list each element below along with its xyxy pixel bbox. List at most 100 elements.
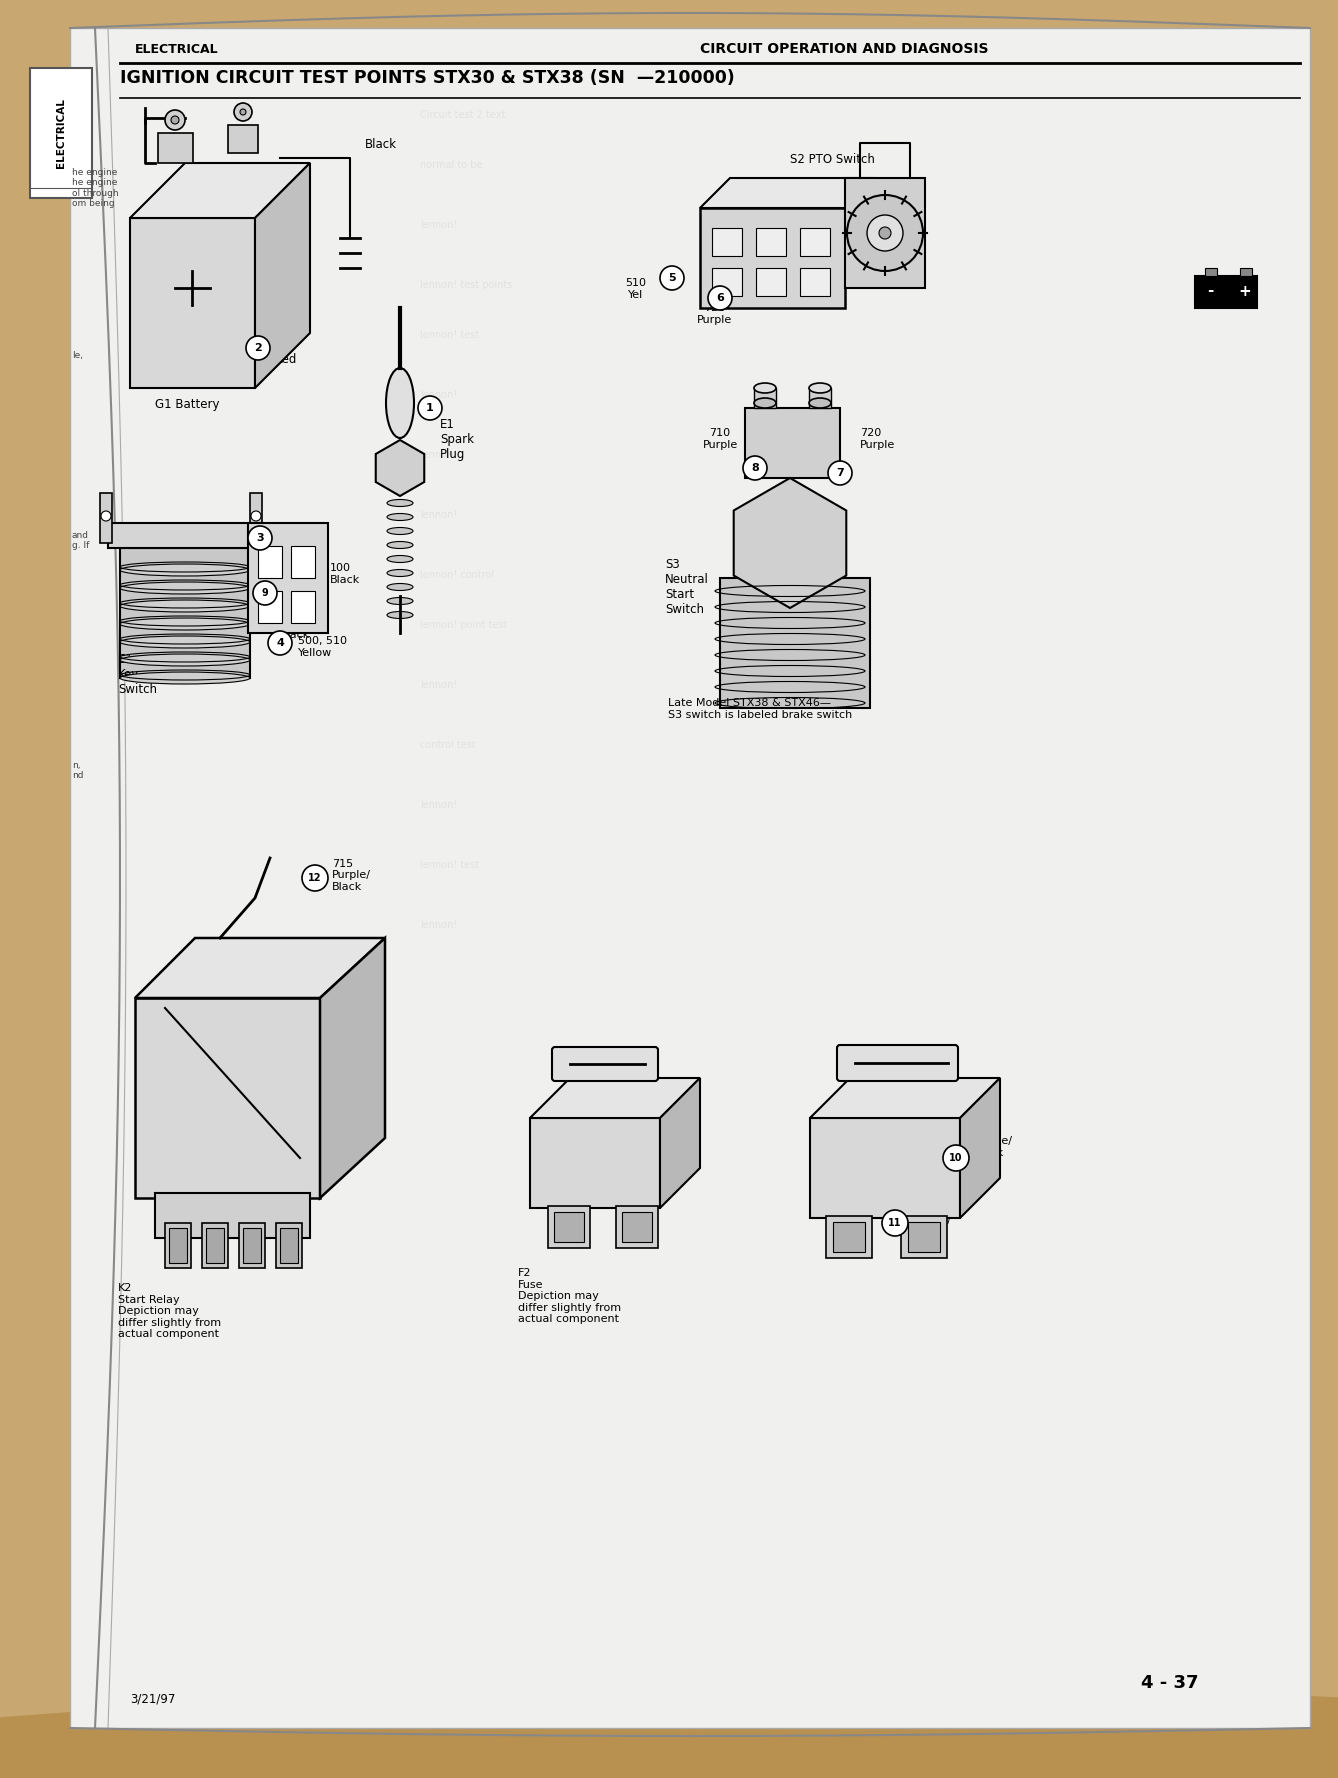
Text: control test: control test — [420, 740, 476, 750]
Ellipse shape — [387, 583, 413, 590]
FancyBboxPatch shape — [549, 1205, 590, 1248]
Text: lennon!: lennon! — [420, 510, 458, 519]
Ellipse shape — [120, 599, 250, 612]
Circle shape — [417, 396, 442, 420]
FancyBboxPatch shape — [169, 1229, 187, 1262]
FancyBboxPatch shape — [838, 1045, 958, 1081]
Text: lennon! control: lennon! control — [420, 571, 494, 580]
Ellipse shape — [387, 528, 413, 535]
FancyBboxPatch shape — [700, 208, 846, 308]
Text: G1 Battery: G1 Battery — [155, 398, 219, 411]
Circle shape — [268, 631, 292, 654]
Text: 6: 6 — [716, 293, 724, 302]
Polygon shape — [320, 939, 385, 1198]
FancyBboxPatch shape — [108, 523, 253, 548]
Polygon shape — [376, 439, 424, 496]
FancyBboxPatch shape — [206, 1229, 223, 1262]
Text: Black: Black — [365, 139, 397, 151]
Ellipse shape — [120, 619, 250, 629]
Polygon shape — [135, 997, 320, 1198]
Polygon shape — [959, 1077, 999, 1218]
Ellipse shape — [387, 597, 413, 605]
Ellipse shape — [120, 672, 250, 685]
Text: n,
nd: n, nd — [72, 761, 83, 781]
FancyBboxPatch shape — [276, 1223, 302, 1268]
Text: lennon!: lennon! — [420, 919, 458, 930]
Polygon shape — [130, 164, 310, 219]
Text: 1: 1 — [425, 404, 434, 412]
Ellipse shape — [385, 368, 413, 437]
Text: E1
Spark
Plug: E1 Spark Plug — [440, 418, 474, 461]
Circle shape — [234, 103, 252, 121]
FancyBboxPatch shape — [280, 1229, 298, 1262]
Ellipse shape — [387, 514, 413, 521]
Polygon shape — [700, 178, 875, 208]
Text: 4: 4 — [276, 638, 284, 647]
Text: 2: 2 — [254, 343, 262, 354]
Circle shape — [879, 228, 891, 238]
Text: 7: 7 — [836, 468, 844, 478]
FancyBboxPatch shape — [227, 124, 258, 153]
FancyBboxPatch shape — [712, 228, 743, 256]
Text: 10: 10 — [949, 1152, 963, 1163]
Text: 500, 510
Yellow: 500, 510 Yellow — [298, 637, 347, 658]
Text: normal to be: normal to be — [420, 160, 483, 171]
Polygon shape — [660, 1077, 700, 1207]
Polygon shape — [256, 164, 310, 388]
Text: S2 PTO Switch: S2 PTO Switch — [789, 153, 875, 165]
Ellipse shape — [387, 569, 413, 576]
Circle shape — [743, 455, 767, 480]
Circle shape — [100, 510, 111, 521]
Text: lennon! test: lennon! test — [420, 331, 479, 340]
FancyBboxPatch shape — [290, 590, 314, 622]
Circle shape — [246, 336, 270, 359]
Circle shape — [882, 1211, 909, 1236]
Ellipse shape — [120, 564, 250, 576]
FancyBboxPatch shape — [553, 1047, 658, 1081]
Circle shape — [165, 110, 185, 130]
Ellipse shape — [755, 398, 776, 407]
Polygon shape — [530, 1118, 660, 1207]
Ellipse shape — [387, 612, 413, 619]
Text: S1
Key
Switch: S1 Key Switch — [118, 653, 157, 695]
FancyBboxPatch shape — [258, 590, 282, 622]
Circle shape — [302, 866, 328, 891]
Ellipse shape — [755, 382, 776, 393]
Text: Late Model STX38 & STX46—
S3 switch is labeled brake switch: Late Model STX38 & STX46— S3 switch is l… — [668, 699, 852, 720]
Polygon shape — [130, 219, 256, 388]
Text: 714
Purple/
Black: 714 Purple/ Black — [280, 606, 318, 640]
Text: F2
Fuse
Depiction may
differ slightly from
actual component: F2 Fuse Depiction may differ slightly fr… — [518, 1268, 621, 1325]
FancyBboxPatch shape — [1240, 268, 1252, 276]
Ellipse shape — [809, 382, 831, 393]
Circle shape — [867, 215, 903, 251]
Text: lennon!: lennon! — [420, 679, 458, 690]
Text: 11: 11 — [888, 1218, 902, 1229]
Text: K2
Start Relay
Depiction may
differ slightly from
actual component: K2 Start Relay Depiction may differ slig… — [118, 1284, 221, 1339]
Text: lennon!: lennon! — [420, 800, 458, 811]
Polygon shape — [720, 578, 870, 708]
FancyBboxPatch shape — [834, 1221, 864, 1252]
FancyBboxPatch shape — [240, 1223, 265, 1268]
FancyBboxPatch shape — [826, 1216, 872, 1259]
FancyBboxPatch shape — [622, 1213, 652, 1243]
Text: 710
Purple: 710 Purple — [280, 583, 316, 605]
FancyBboxPatch shape — [554, 1213, 583, 1243]
Text: ELECTRICAL: ELECTRICAL — [135, 43, 218, 55]
Text: 715
Purple/
Black: 715 Purple/ Black — [332, 859, 371, 893]
Circle shape — [708, 286, 732, 309]
Text: lennon!: lennon! — [420, 389, 458, 400]
Polygon shape — [530, 1077, 700, 1118]
Text: 200
Red: 200 Red — [278, 528, 300, 549]
Text: 715
Purple/
Black: 715 Purple/ Black — [913, 1204, 953, 1237]
Text: 12: 12 — [308, 873, 321, 884]
Text: Circuit test 2 text: Circuit test 2 text — [420, 110, 506, 119]
Text: 5: 5 — [668, 274, 676, 283]
FancyBboxPatch shape — [1195, 276, 1256, 308]
Text: 9: 9 — [262, 589, 269, 597]
FancyBboxPatch shape — [800, 228, 830, 256]
Text: 720
Purple: 720 Purple — [697, 304, 733, 325]
Text: lennon!: lennon! — [420, 450, 458, 461]
Text: -: - — [1207, 283, 1214, 299]
Circle shape — [248, 526, 272, 549]
FancyBboxPatch shape — [755, 388, 776, 407]
